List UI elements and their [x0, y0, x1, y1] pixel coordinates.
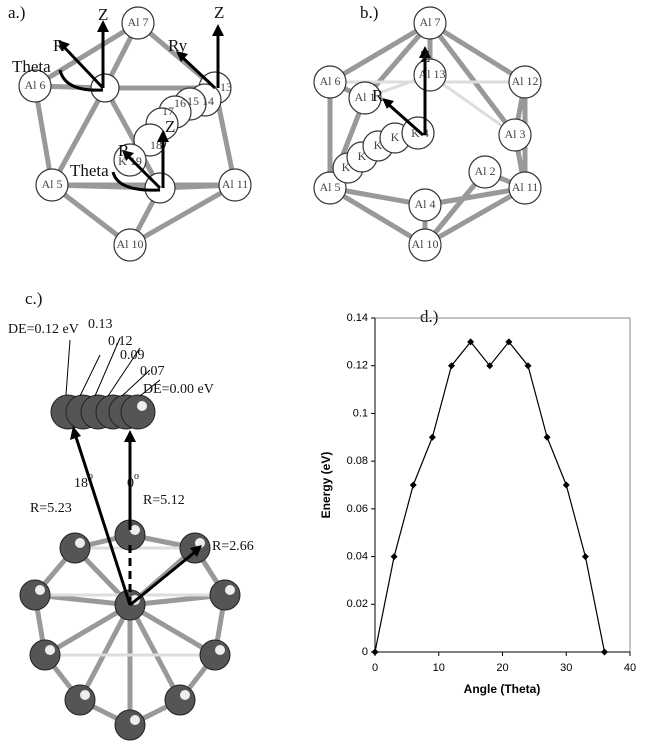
atom-label: Al 5 [320, 180, 341, 194]
data-point [429, 434, 436, 441]
atom-label: Al 6 [25, 78, 46, 92]
angle-value: 18 [74, 476, 88, 491]
x-tick-label: 40 [624, 662, 636, 674]
y-tick-label: 0.14 [347, 312, 368, 324]
atom-label: Al 2 [475, 164, 496, 178]
axis-label: R [118, 141, 130, 160]
y-tick-label: 0 [362, 646, 368, 658]
y-tick-label: 0.12 [347, 360, 368, 372]
atom-label: 14 [202, 94, 214, 108]
data-point [372, 649, 379, 656]
y-axis-title: Energy (eV) [319, 452, 333, 519]
atom-label: K [374, 138, 383, 152]
axis-label: Z [165, 117, 175, 136]
angle-value: 0 [127, 476, 134, 491]
atom-label: Al 13 [419, 67, 446, 81]
figure: a.) Al 7 Al 6 Al 5 Al 10 Al 11 K 19 17 1… [0, 0, 657, 745]
axis-label: Theta [12, 57, 51, 76]
energy-label: 0.13 [88, 317, 113, 332]
panel-b: b.) Al 7 Al 6 Al 13 Al 12 Al 1 Al 3 Al 5… [314, 3, 541, 261]
axis-label: R [53, 36, 65, 55]
distance-label: R=2.66 [212, 539, 254, 554]
atom-label: K [342, 160, 351, 174]
energy-label: 0.09 [120, 348, 145, 363]
angle-unit: o [88, 471, 93, 482]
atom-label: Al 10 [117, 237, 144, 251]
atom-label: Al 12 [512, 74, 539, 88]
x-tick-label: 10 [433, 662, 445, 674]
data-line [375, 342, 605, 652]
energy-label: DE=0.12 eV [8, 322, 79, 337]
x-tick-label: 30 [560, 662, 572, 674]
atom-label: Al 6 [320, 74, 341, 88]
data-point [410, 482, 417, 489]
panel-label: b.) [360, 3, 378, 22]
k-atoms [51, 395, 155, 429]
x-tick-label: 20 [496, 662, 508, 674]
panel-c: c.) DE=0.12 eV 0.13 0.12 0.09 0.07 DE=0.… [8, 289, 254, 740]
data-point [391, 553, 398, 560]
y-tick-label: 0.02 [347, 598, 368, 610]
distance-label: R=5.12 [143, 493, 185, 508]
angle-label: 18o [74, 471, 93, 491]
y-tick-label: 0.04 [347, 550, 368, 562]
angle-unit: o [134, 471, 139, 482]
x-axis-title: Angle (Theta) [464, 682, 541, 696]
atom-label: K [358, 149, 367, 163]
axis-label: Z [420, 47, 430, 66]
panel-label: a.) [8, 3, 25, 22]
y-tick-label: 0.08 [347, 455, 368, 467]
atom-label: 16 [174, 96, 186, 110]
axis-label: Z [98, 5, 108, 24]
panel-d: d.) Energy (eV) Angle (Theta) 0 0.02 0.04 0… [319, 307, 636, 696]
atom-label: Al 5 [42, 177, 63, 191]
energy-label: 0.07 [140, 364, 165, 379]
y-tick-label: 0.06 [347, 503, 368, 515]
atom-label: Al 3 [505, 127, 526, 141]
atom-label: 15 [187, 94, 199, 108]
data-point [582, 553, 589, 560]
axis-label: R [372, 86, 384, 105]
axis-label: Z [214, 3, 224, 22]
atom-label: K [391, 130, 400, 144]
panel-label: d.) [420, 307, 438, 326]
panel-label: c.) [25, 289, 42, 308]
atom-label: Al 7 [420, 15, 441, 29]
atom-label: Al 7 [128, 15, 149, 29]
axis-label: Theta [70, 161, 109, 180]
axis-label: Ry [168, 36, 188, 55]
data-point [563, 482, 570, 489]
atom-label: 17 [162, 104, 174, 118]
atom-label: Al 11 [512, 180, 539, 194]
atom-label: 13 [220, 80, 232, 94]
data-point [544, 434, 551, 441]
distance-label: R=5.23 [30, 501, 72, 516]
energy-label: DE=0.00 eV [143, 382, 214, 397]
atom-label: Al 10 [412, 237, 439, 251]
data-point [601, 649, 608, 656]
y-tick-label: 0.1 [353, 407, 368, 419]
energy-label: 0.12 [108, 334, 133, 349]
atom-label: Al 11 [222, 177, 249, 191]
panel-a: a.) Al 7 Al 6 Al 5 Al 10 Al 11 K 19 17 1… [8, 3, 251, 261]
x-tick-label: 0 [372, 662, 378, 674]
atom-label: Al 4 [415, 197, 436, 211]
